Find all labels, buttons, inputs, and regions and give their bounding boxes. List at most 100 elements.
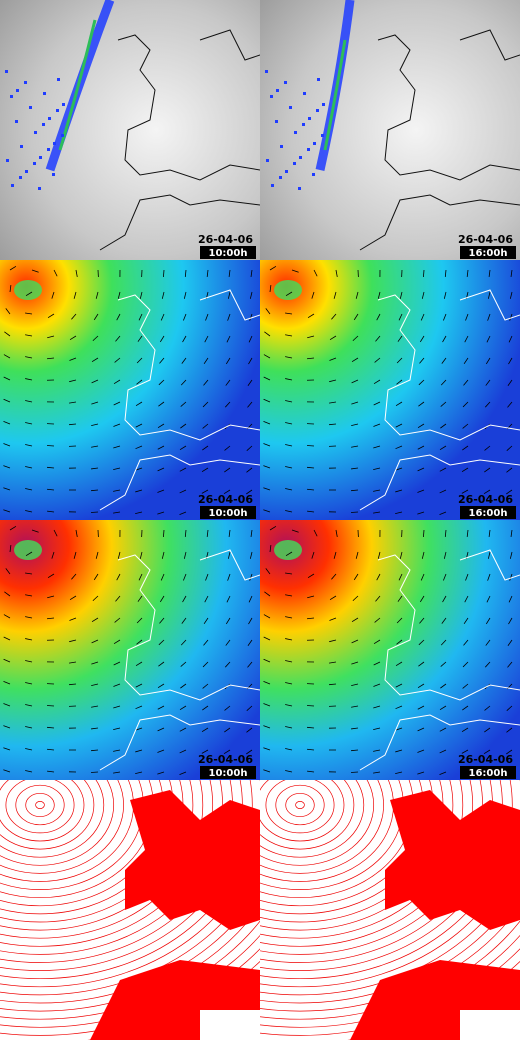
wind-arrow	[439, 705, 447, 711]
wind-arrow	[440, 401, 447, 407]
wind-arrow	[226, 595, 231, 603]
wind-arrow	[205, 313, 209, 321]
cloud-speck	[279, 176, 282, 179]
wind-arrow	[375, 335, 381, 342]
cloud-speck	[34, 131, 37, 134]
wind-arrow	[202, 445, 209, 451]
wind-arrow	[227, 551, 231, 559]
wind-arrow	[25, 312, 33, 315]
wind-arrow	[417, 511, 425, 515]
wind-arrow	[487, 551, 491, 559]
cloud-speck	[11, 184, 14, 187]
wind-arrow	[247, 639, 253, 646]
time-label: 16:00h	[469, 768, 508, 779]
cloud-speck	[298, 187, 301, 190]
wind-arrow	[157, 771, 165, 775]
wind-arrow	[440, 423, 447, 429]
wind-arrow	[484, 445, 491, 451]
wind-arrow	[395, 489, 403, 493]
wind-arrow	[69, 661, 77, 664]
cloud-speck	[317, 78, 320, 81]
wind-arrow	[263, 636, 271, 641]
wind-arrow	[46, 466, 55, 469]
wind-arrow	[464, 335, 469, 343]
wind-arrow	[91, 423, 99, 427]
cloud-speck	[285, 170, 288, 173]
wind-arrow	[135, 467, 143, 471]
wind-arrow	[263, 443, 271, 447]
wind-arrow	[139, 291, 143, 299]
isobar	[0, 886, 260, 1004]
wind-arrow	[248, 335, 253, 343]
wind-arrow	[113, 661, 121, 666]
land	[125, 790, 260, 930]
wind-arrow	[179, 749, 187, 754]
wind-arrow	[395, 749, 403, 753]
cloud-speck	[293, 162, 296, 165]
wind-arrow	[25, 572, 33, 575]
cloud-speck	[38, 187, 41, 190]
wind-arrow	[3, 376, 11, 381]
wind-arrow	[484, 401, 491, 408]
wind-arrow	[91, 661, 99, 665]
isobar	[0, 780, 85, 842]
wind-arrow	[183, 291, 187, 299]
isobar	[0, 780, 213, 947]
wind-arrow	[506, 727, 513, 733]
wind-arrow	[351, 423, 359, 427]
wind-arrow	[439, 727, 447, 732]
wind-arrow	[507, 379, 513, 386]
isobar	[295, 801, 305, 809]
cloud-speck	[275, 120, 278, 123]
isobar	[0, 780, 124, 874]
wind-arrow	[75, 529, 78, 537]
isobar	[260, 886, 520, 1004]
wind-arrow	[263, 725, 271, 729]
wind-arrow	[46, 705, 55, 707]
wind-arrow	[442, 335, 447, 343]
wind-arrow	[138, 573, 143, 581]
wind-arrow	[3, 614, 11, 619]
wind-arrow	[157, 467, 165, 472]
isobar	[260, 780, 355, 850]
wind-arrow	[329, 639, 337, 643]
wind-arrow	[462, 683, 469, 689]
wind-arrow	[201, 489, 209, 494]
wind-arrow	[285, 682, 293, 685]
wind-arrow	[3, 703, 11, 707]
wind-arrow	[463, 639, 469, 646]
wind-arrow	[47, 335, 55, 339]
wind-arrow	[417, 727, 425, 732]
wind-arrow	[418, 401, 425, 407]
isobar	[0, 934, 260, 1028]
wind-arrow	[417, 423, 425, 429]
wind-arrow	[373, 683, 381, 687]
cloud-speck	[5, 70, 8, 73]
cloud-speck	[57, 78, 60, 81]
time-label: 10:00h	[209, 248, 248, 259]
low-center	[274, 540, 302, 560]
wind-arrow	[137, 335, 143, 342]
wind-arrow	[285, 510, 293, 513]
wind-arrow	[47, 573, 55, 579]
wind-arrow	[116, 573, 121, 581]
cloud-speck	[302, 123, 305, 126]
wind-arrow	[307, 510, 315, 513]
wind-arrow	[419, 617, 425, 624]
wind-arrow	[225, 617, 231, 625]
wind-arrow	[137, 595, 143, 602]
wind-arrow	[3, 769, 11, 773]
cloud-speck	[19, 176, 22, 179]
wind-arrow	[5, 568, 11, 575]
wind-arrow	[113, 489, 121, 492]
wind-arrow	[179, 771, 187, 775]
wind-arrow	[331, 313, 337, 320]
wind-arrow	[263, 614, 271, 619]
wind-arrow	[373, 727, 381, 731]
wind-arrow	[263, 747, 271, 751]
wind-arrow	[91, 683, 99, 687]
wind-arrow	[417, 467, 425, 472]
wind-arrow	[351, 727, 359, 730]
cloud-speck	[316, 109, 319, 112]
time-box	[200, 246, 256, 259]
